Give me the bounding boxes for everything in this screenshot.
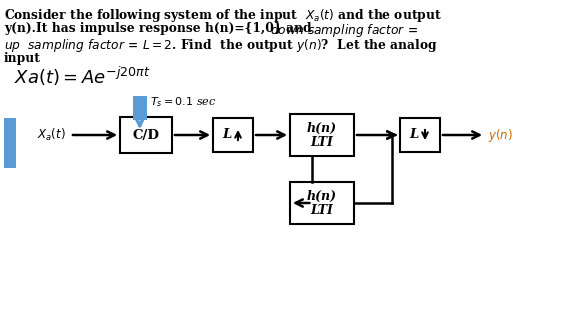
Text: Consider the following system of the input  $X_a(t)$ and the output: Consider the following system of the inp… — [4, 7, 442, 24]
Text: C/D: C/D — [133, 129, 160, 141]
Text: h(n): h(n) — [307, 122, 337, 134]
Text: y(n).It has impulse response h(n)={1,0} and: y(n).It has impulse response h(n)={1,0} … — [4, 22, 316, 35]
Text: $X_a(t)$: $X_a(t)$ — [37, 127, 66, 143]
Text: $Xa(t)=Ae^{-j20\pi t}$: $Xa(t)=Ae^{-j20\pi t}$ — [14, 65, 150, 88]
FancyBboxPatch shape — [290, 114, 354, 156]
Text: LTI: LTI — [311, 204, 333, 217]
Text: LTI: LTI — [311, 135, 333, 148]
Text: L: L — [222, 129, 232, 141]
FancyBboxPatch shape — [400, 118, 440, 152]
Text: L: L — [409, 129, 418, 141]
FancyBboxPatch shape — [213, 118, 253, 152]
Text: h(n): h(n) — [307, 189, 337, 203]
FancyBboxPatch shape — [133, 96, 147, 120]
Text: $T_s=0. 1$ sec: $T_s=0. 1$ sec — [150, 95, 216, 109]
Text: $\mathit{up\ \ sampling\ factor}$ = $\mathit{L=2}$. Find  the output $\mathit{y(: $\mathit{up\ \ sampling\ factor}$ = $\ma… — [4, 37, 437, 54]
Text: $\mathit{down\ sampling\ factor}$ =: $\mathit{down\ sampling\ factor}$ = — [270, 22, 418, 39]
FancyBboxPatch shape — [290, 182, 354, 224]
FancyBboxPatch shape — [120, 117, 172, 153]
FancyBboxPatch shape — [4, 118, 16, 168]
Text: input: input — [4, 52, 41, 65]
Text: $y(n)$: $y(n)$ — [488, 126, 513, 143]
